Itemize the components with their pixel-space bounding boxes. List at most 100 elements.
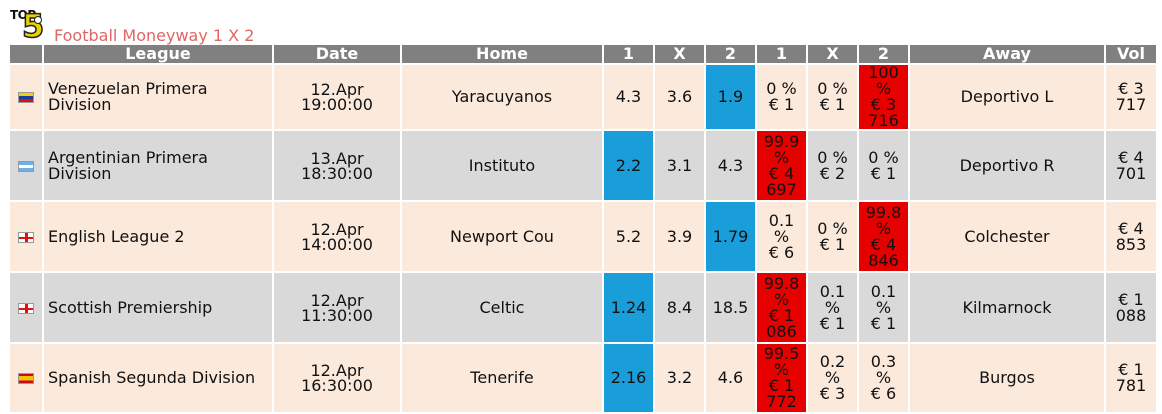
money-1-cell: 99.8 % € 1 086 bbox=[755, 271, 808, 344]
odd-2-cell: 1.9 bbox=[704, 63, 757, 131]
league-cell: Argentinian Primera Division bbox=[42, 129, 274, 202]
england-flag-icon bbox=[18, 302, 34, 314]
col-odd-1[interactable]: 1 bbox=[602, 45, 655, 65]
money-2-cell: 0 % € 1 bbox=[857, 129, 910, 202]
date-text: 12.Apr bbox=[310, 80, 364, 99]
flag-cell bbox=[8, 342, 44, 414]
away-team-cell[interactable]: Deportivo R bbox=[908, 129, 1106, 202]
odd-1-cell: 4.3 bbox=[602, 63, 655, 131]
date-text: 12.Apr bbox=[310, 290, 364, 310]
date-text: 12.Apr bbox=[310, 361, 364, 380]
money-x-cell: 0 % € 1 bbox=[806, 63, 859, 131]
money-x-cell: 0.2 % € 3 bbox=[806, 342, 859, 414]
date-text: 12.Apr bbox=[310, 219, 364, 239]
odd-x-cell: 3.2 bbox=[653, 342, 706, 414]
table-row[interactable]: English League 2 12.Apr 14:00:00 Newport … bbox=[8, 200, 1158, 273]
home-team-cell[interactable]: Celtic bbox=[400, 271, 604, 344]
home-team-cell[interactable]: Instituto bbox=[400, 129, 604, 202]
col-home[interactable]: Home bbox=[400, 45, 604, 65]
money-x-cell: 0 % € 1 bbox=[806, 200, 859, 273]
football-icon bbox=[34, 16, 42, 24]
date-cell: 12.Apr 11:30:00 bbox=[272, 271, 402, 344]
away-team-cell[interactable]: Burgos bbox=[908, 342, 1106, 414]
col-vol[interactable]: Vol bbox=[1104, 45, 1158, 65]
odd-2-cell: 4.3 bbox=[704, 129, 757, 202]
date-cell: 12.Apr 14:00:00 bbox=[272, 200, 402, 273]
table-row[interactable]: Venezuelan Primera Division 12.Apr 19:00:… bbox=[8, 63, 1158, 131]
england-flag-icon bbox=[18, 231, 34, 243]
col-money-1[interactable]: 1 bbox=[755, 45, 808, 65]
money-2-cell: 99.8 % € 4 846 bbox=[857, 200, 910, 273]
moneyway-table: League Date Home 1 X 2 1 X 2 Away Vol Ve… bbox=[8, 45, 1158, 414]
home-team-cell[interactable]: Tenerife bbox=[400, 342, 604, 414]
money-1-cell: 99.9 % € 4 697 bbox=[755, 129, 808, 202]
money-x-cell: 0 % € 2 bbox=[806, 129, 859, 202]
money-2-cell: 100 % € 3 716 bbox=[857, 63, 910, 131]
table-row[interactable]: Spanish Segunda Division 12.Apr 16:30:00 … bbox=[8, 342, 1158, 414]
spain-flag-icon bbox=[18, 373, 34, 384]
odd-2-cell: 4.6 bbox=[704, 342, 757, 414]
odd-x-cell: 3.6 bbox=[653, 63, 706, 131]
away-team-cell[interactable]: Kilmarnock bbox=[908, 271, 1106, 344]
money-1-cell: 99.5 % € 1 772 bbox=[755, 342, 808, 414]
col-money-2[interactable]: 2 bbox=[857, 45, 910, 65]
time-text: 18:30:00 bbox=[301, 163, 373, 183]
time-text: 14:00:00 bbox=[301, 234, 373, 254]
odd-x-cell: 3.1 bbox=[653, 129, 706, 202]
odd-1-cell: 1.24 bbox=[602, 271, 655, 344]
col-date[interactable]: Date bbox=[272, 45, 402, 65]
date-cell: 12.Apr 19:00:00 bbox=[272, 63, 402, 131]
volume-cell: € 1 781 bbox=[1104, 342, 1158, 414]
col-league[interactable]: League bbox=[42, 45, 274, 65]
odd-x-cell: 3.9 bbox=[653, 200, 706, 273]
venezuela-flag-icon bbox=[18, 92, 34, 103]
table-header: League Date Home 1 X 2 1 X 2 Away Vol bbox=[8, 45, 1158, 65]
odd-2-cell: 18.5 bbox=[704, 271, 757, 344]
top5-logo: TOP 5 bbox=[8, 6, 52, 44]
col-odd-2[interactable]: 2 bbox=[704, 45, 757, 65]
logo-number: 5 bbox=[21, 7, 45, 45]
page-title: Football Moneyway 1 X 2 bbox=[54, 26, 255, 45]
logo-top-text: TOP bbox=[10, 8, 36, 22]
flag-cell bbox=[8, 200, 44, 273]
col-money-x[interactable]: X bbox=[806, 45, 859, 65]
table-row[interactable]: Argentinian Primera Division 13.Apr 18:30… bbox=[8, 129, 1158, 202]
odd-1-cell: 2.16 bbox=[602, 342, 655, 414]
date-text: 13.Apr bbox=[310, 148, 364, 168]
time-text: 16:30:00 bbox=[301, 376, 373, 395]
col-odd-x[interactable]: X bbox=[653, 45, 706, 65]
flag-cell bbox=[8, 63, 44, 131]
volume-cell: € 4 853 bbox=[1104, 200, 1158, 273]
col-away[interactable]: Away bbox=[908, 45, 1106, 65]
odd-1-cell: 2.2 bbox=[602, 129, 655, 202]
argentina-flag-icon bbox=[18, 160, 34, 172]
money-2-cell: 0.3 % € 6 bbox=[857, 342, 910, 414]
title-bar: TOP 5 Football Moneyway 1 X 2 bbox=[8, 6, 408, 46]
volume-cell: € 4 701 bbox=[1104, 129, 1158, 202]
odd-2-cell: 1.79 bbox=[704, 200, 757, 273]
odd-1-cell: 5.2 bbox=[602, 200, 655, 273]
league-cell: Scottish Premiership bbox=[42, 271, 274, 344]
money-2-cell: 0.1 % € 1 bbox=[857, 271, 910, 344]
odd-x-cell: 8.4 bbox=[653, 271, 706, 344]
money-1-cell: 0 % € 1 bbox=[755, 63, 808, 131]
home-team-cell[interactable]: Yaracuyanos bbox=[400, 63, 604, 131]
league-cell: Spanish Segunda Division bbox=[42, 342, 274, 414]
league-cell: English League 2 bbox=[42, 200, 274, 273]
date-cell: 12.Apr 16:30:00 bbox=[272, 342, 402, 414]
flag-cell bbox=[8, 129, 44, 202]
date-cell: 13.Apr 18:30:00 bbox=[272, 129, 402, 202]
table-row[interactable]: Scottish Premiership 12.Apr 11:30:00 Celt… bbox=[8, 271, 1158, 344]
money-x-cell: 0.1 % € 1 bbox=[806, 271, 859, 344]
league-cell: Venezuelan Primera Division bbox=[42, 63, 274, 131]
col-flag bbox=[8, 45, 44, 65]
time-text: 19:00:00 bbox=[301, 95, 373, 114]
away-team-cell[interactable]: Colchester bbox=[908, 200, 1106, 273]
away-team-cell[interactable]: Deportivo L bbox=[908, 63, 1106, 131]
time-text: 11:30:00 bbox=[301, 305, 373, 325]
money-1-cell: 0.1 % € 6 bbox=[755, 200, 808, 273]
home-team-cell[interactable]: Newport Cou bbox=[400, 200, 604, 273]
flag-cell bbox=[8, 271, 44, 344]
volume-cell: € 1 088 bbox=[1104, 271, 1158, 344]
volume-cell: € 3 717 bbox=[1104, 63, 1158, 131]
